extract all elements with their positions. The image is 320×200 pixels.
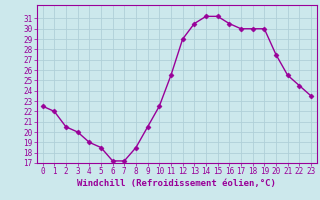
X-axis label: Windchill (Refroidissement éolien,°C): Windchill (Refroidissement éolien,°C) — [77, 179, 276, 188]
